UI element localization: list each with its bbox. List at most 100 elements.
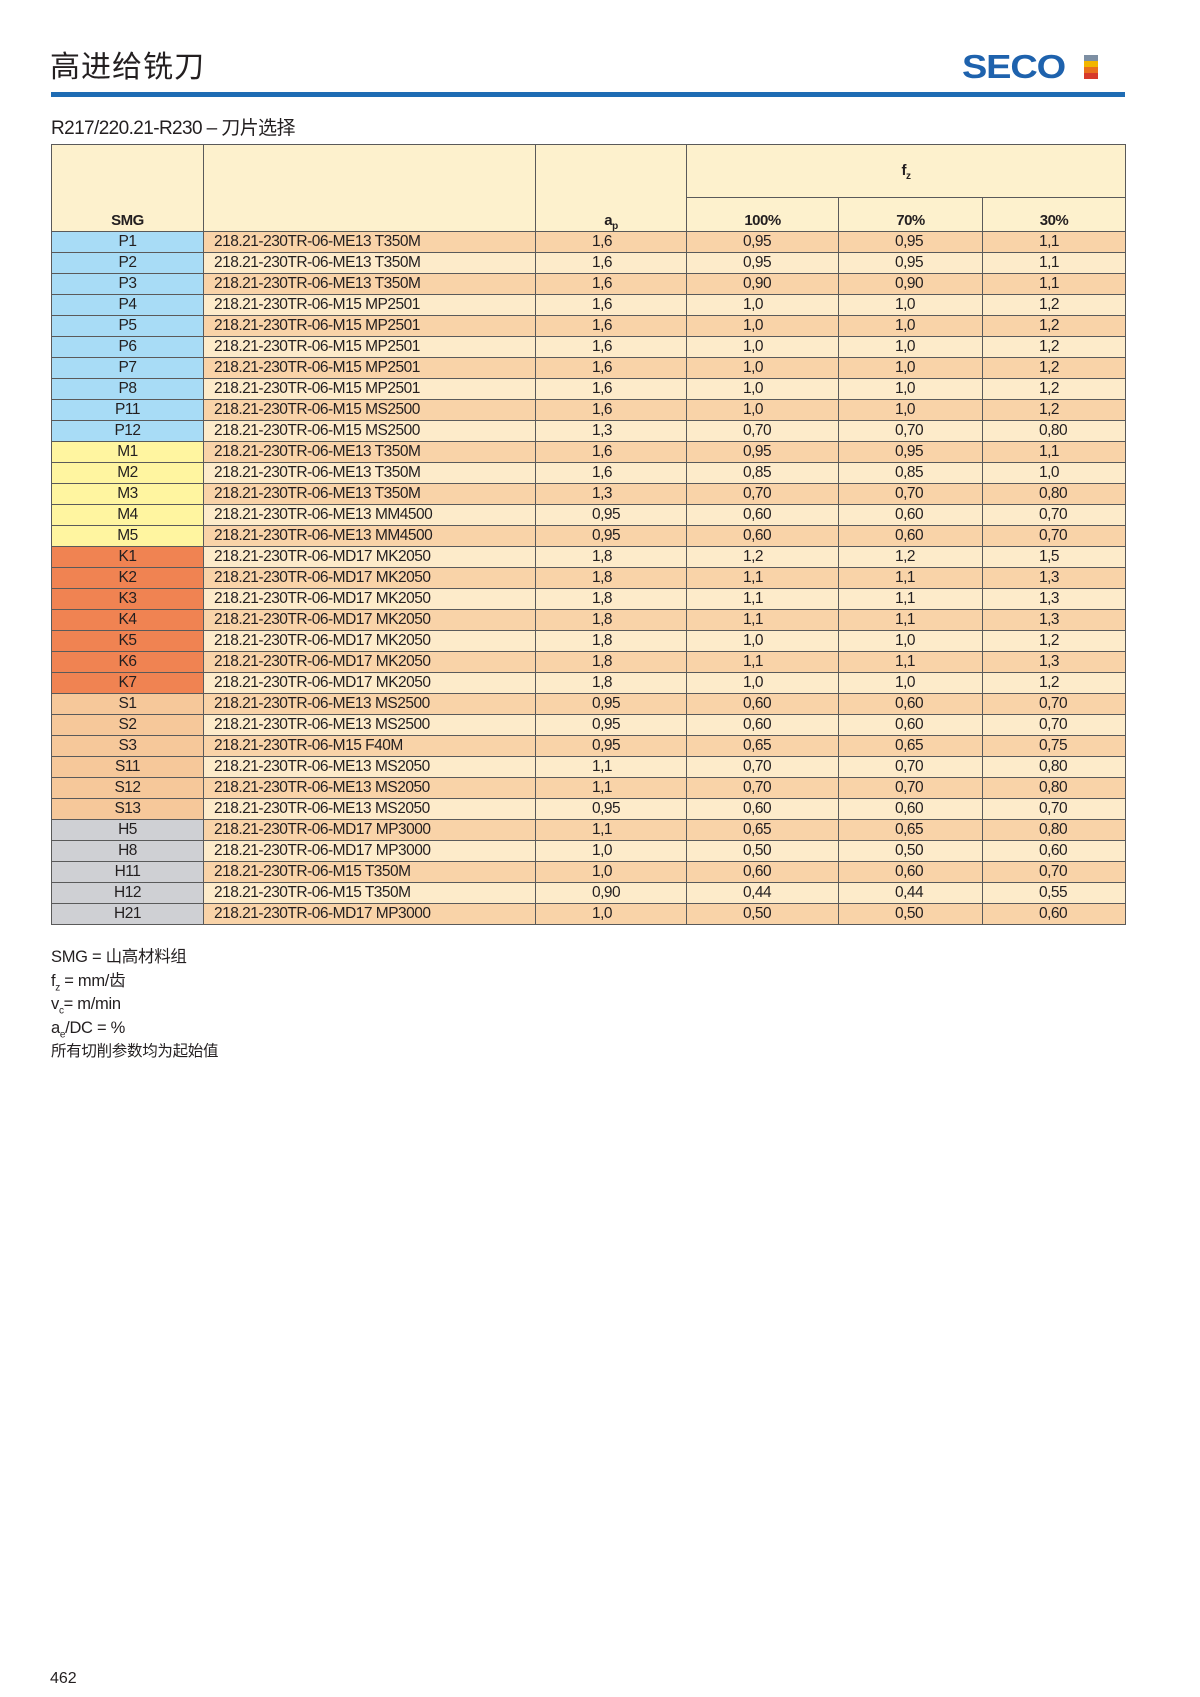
smg-cell: M4 <box>51 504 204 526</box>
table-row: P11 218.21-230TR-06-M15 MS2500 1,6 1,0 1,0 1,… <box>51 399 1127 421</box>
fz-30-cell: 1,3 <box>981 588 1127 610</box>
fz-100-cell: 0,60 <box>686 693 839 715</box>
insert-cell: 218.21-230TR-06-MD17 MK2050 <box>203 546 536 568</box>
fz-70-cell: 0,44 <box>838 882 983 904</box>
ap-cell: 0,95 <box>535 735 687 757</box>
insert-cell: 218.21-230TR-06-MD17 MP3000 <box>203 840 536 862</box>
table-row: M1 218.21-230TR-06-ME13 T350M 1,6 0,95 0,95 1… <box>51 441 1127 463</box>
table-row: H5 218.21-230TR-06-MD17 MP3000 1,1 0,65 0,65… <box>51 819 1127 841</box>
table-row: K3 218.21-230TR-06-MD17 MK2050 1,8 1,1 1,1 1,… <box>51 588 1127 610</box>
fz-70-cell: 0,60 <box>838 693 983 715</box>
fz-30-cell: 1,2 <box>981 315 1127 337</box>
table-row: K6 218.21-230TR-06-MD17 MK2050 1,8 1,1 1,1 1,… <box>51 651 1127 673</box>
insert-cell: 218.21-230TR-06-ME13 T350M <box>203 462 536 484</box>
note-start-values: 所有切削参数均为起始值 <box>51 1042 219 1060</box>
smg-cell: P3 <box>51 273 204 295</box>
fz-100-cell: 1,1 <box>686 651 839 673</box>
insert-cell: 218.21-230TR-06-ME13 MM4500 <box>203 525 536 547</box>
fz-30-cell: 1,0 <box>981 462 1127 484</box>
fz-100-cell: 0,50 <box>686 903 839 925</box>
insert-cell: 218.21-230TR-06-ME13 MS2050 <box>203 798 536 820</box>
insert-cell: 218.21-230TR-06-ME13 T350M <box>203 441 536 463</box>
table-row: K1 218.21-230TR-06-MD17 MK2050 1,8 1,2 1,2 1,… <box>51 546 1127 568</box>
header-smg: SMG <box>51 144 204 232</box>
smg-cell: M3 <box>51 483 204 505</box>
insert-cell: 218.21-230TR-06-MD17 MK2050 <box>203 609 536 631</box>
table-row: P5 218.21-230TR-06-M15 MP2501 1,6 1,0 1,0 1,2 <box>51 315 1127 337</box>
insert-cell: 218.21-230TR-06-M15 MP2501 <box>203 315 536 337</box>
smg-cell: K7 <box>51 672 204 694</box>
ap-cell: 1,1 <box>535 777 687 799</box>
fz-100-cell: 0,60 <box>686 861 839 883</box>
smg-cell: S11 <box>51 756 204 778</box>
ap-cell: 1,6 <box>535 273 687 295</box>
smg-cell: K1 <box>51 546 204 568</box>
note-fz: fz = mm/齿 <box>51 971 126 993</box>
smg-cell: M5 <box>51 525 204 547</box>
insert-cell: 218.21-230TR-06-MD17 MK2050 <box>203 630 536 652</box>
fz-100-cell: 0,70 <box>686 777 839 799</box>
fz-100-cell: 0,44 <box>686 882 839 904</box>
table-row: K4 218.21-230TR-06-MD17 MK2050 1,8 1,1 1,1 1,… <box>51 609 1127 631</box>
fz-70-cell: 0,70 <box>838 483 983 505</box>
note-vc: vc= m/min <box>51 995 121 1017</box>
ap-cell: 1,0 <box>535 861 687 883</box>
fz-70-cell: 0,60 <box>838 504 983 526</box>
table-row: P8 218.21-230TR-06-M15 MP2501 1,6 1,0 1,0 1,2 <box>51 378 1127 400</box>
insert-cell: 218.21-230TR-06-M15 MP2501 <box>203 378 536 400</box>
ap-cell: 1,6 <box>535 336 687 358</box>
insert-cell: 218.21-230TR-06-ME13 T350M <box>203 483 536 505</box>
smg-cell: S12 <box>51 777 204 799</box>
fz-100-cell: 0,65 <box>686 735 839 757</box>
ap-cell: 1,6 <box>535 441 687 463</box>
fz-100-cell: 0,60 <box>686 798 839 820</box>
fz-30-cell: 1,2 <box>981 357 1127 379</box>
smg-cell: P1 <box>51 231 204 253</box>
fz-100-cell: 1,1 <box>686 567 839 589</box>
fz-30-cell: 1,1 <box>981 441 1127 463</box>
insert-cell: 218.21-230TR-06-ME13 MS2050 <box>203 756 536 778</box>
fz-70-cell: 1,0 <box>838 357 983 379</box>
table-row: S3 218.21-230TR-06-M15 F40M 0,95 0,65 0,65 0,… <box>51 735 1127 757</box>
table-row: M3 218.21-230TR-06-ME13 T350M 1,3 0,70 0,70 0… <box>51 483 1127 505</box>
fz-70-cell: 1,1 <box>838 567 983 589</box>
smg-cell: K5 <box>51 630 204 652</box>
ap-cell: 1,6 <box>535 252 687 274</box>
fz-100-cell: 0,65 <box>686 819 839 841</box>
fz-70-cell: 0,65 <box>838 819 983 841</box>
fz-30-cell: 0,80 <box>981 819 1127 841</box>
table-row: S12 218.21-230TR-06-ME13 MS2050 1,1 0,70 0,7… <box>51 777 1127 799</box>
smg-cell: P2 <box>51 252 204 274</box>
fz-70-cell: 0,95 <box>838 231 983 253</box>
smg-cell: P6 <box>51 336 204 358</box>
fz-100-cell: 1,2 <box>686 546 839 568</box>
ap-cell: 1,6 <box>535 294 687 316</box>
fz-70-cell: 1,1 <box>838 609 983 631</box>
ap-cell: 1,3 <box>535 483 687 505</box>
fz-30-cell: 0,80 <box>981 756 1127 778</box>
fz-70-cell: 0,60 <box>838 714 983 736</box>
smg-cell: K3 <box>51 588 204 610</box>
fz-30-cell: 1,3 <box>981 609 1127 631</box>
table-row: S1 218.21-230TR-06-ME13 MS2500 0,95 0,60 0,6… <box>51 693 1127 715</box>
fz-70-cell: 1,1 <box>838 588 983 610</box>
fz-100-cell: 0,70 <box>686 756 839 778</box>
fz-100-cell: 0,85 <box>686 462 839 484</box>
fz-30-cell: 1,2 <box>981 378 1127 400</box>
smg-cell: H8 <box>51 840 204 862</box>
fz-70-cell: 0,95 <box>838 441 983 463</box>
fz-100-cell: 0,70 <box>686 420 839 442</box>
section-subtitle: R217/220.21-R230 – 刀片选择 <box>51 118 295 139</box>
table-row: M2 218.21-230TR-06-ME13 T350M 1,6 0,85 0,85 1… <box>51 462 1127 484</box>
smg-cell: S13 <box>51 798 204 820</box>
table-row: P1 218.21-230TR-06-ME13 T350M 1,6 0,95 0,95 1… <box>51 231 1127 253</box>
header-ap: ap <box>535 144 687 232</box>
ap-cell: 1,6 <box>535 315 687 337</box>
header-insert <box>203 144 536 232</box>
smg-cell: P5 <box>51 315 204 337</box>
smg-cell: M2 <box>51 462 204 484</box>
ap-cell: 1,8 <box>535 588 687 610</box>
table-row: H11 218.21-230TR-06-M15 T350M 1,0 0,60 0,60 0… <box>51 861 1127 883</box>
fz-30-cell: 0,70 <box>981 861 1127 883</box>
table-row: H12 218.21-230TR-06-M15 T350M 0,90 0,44 0,44… <box>51 882 1127 904</box>
